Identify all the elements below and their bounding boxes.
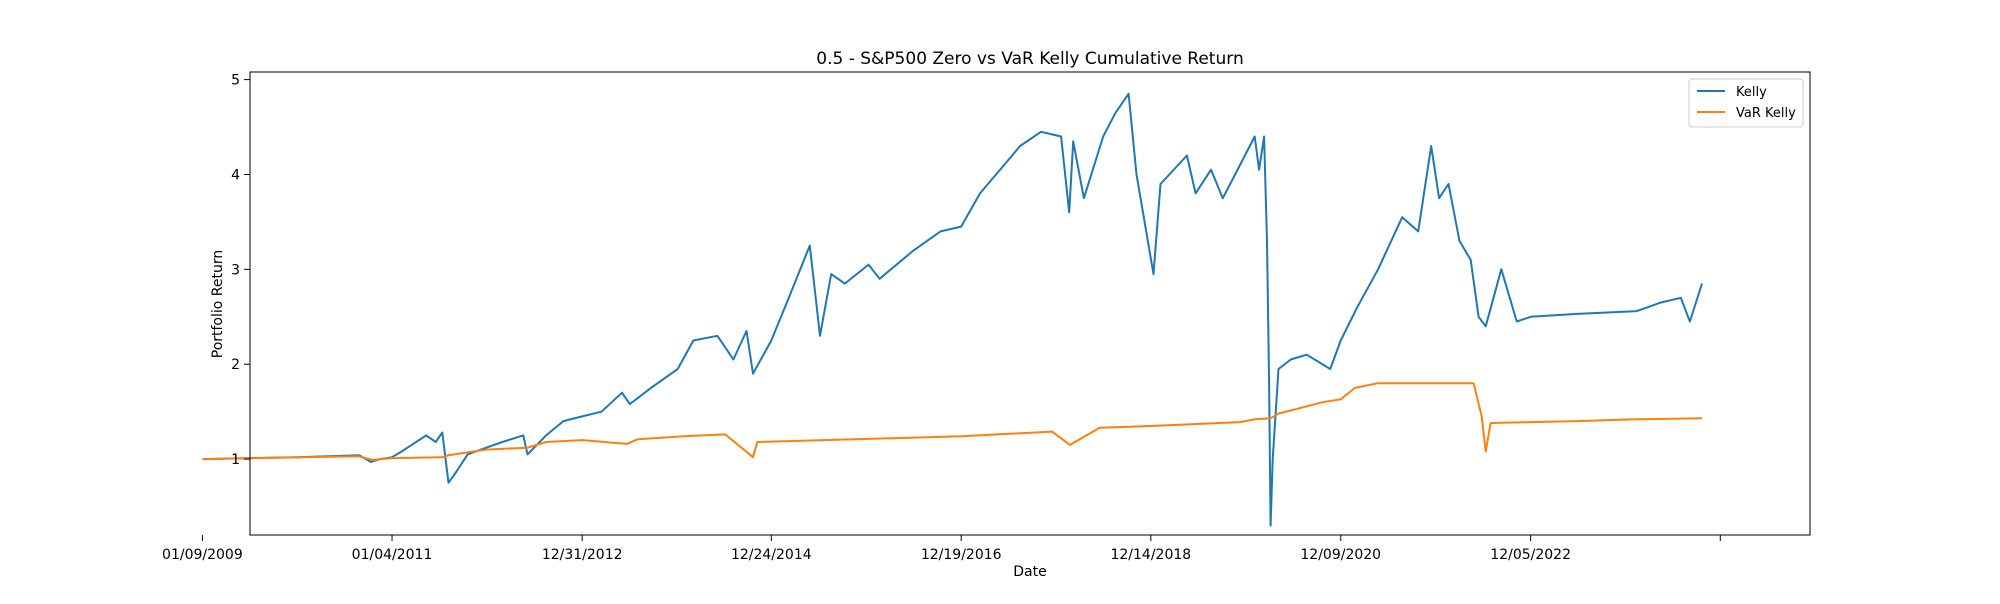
series-line-kelly xyxy=(202,92,1703,527)
legend-label-kelly: Kelly xyxy=(1736,85,1767,100)
plot-lines xyxy=(202,92,1703,527)
x-tick-label: 12/09/2020 xyxy=(1300,547,1381,563)
y-tick-label: 1 xyxy=(231,452,240,468)
series-line-var-kelly xyxy=(202,382,1703,461)
legend-label-var-kelly: VaR Kelly xyxy=(1736,106,1796,121)
y-axis-ticks: 1 2 3 4 5 xyxy=(231,73,250,468)
y-tick-label: 5 xyxy=(231,73,240,89)
x-tick-label: 12/05/2022 xyxy=(1490,547,1571,563)
x-tick-label: 12/19/2016 xyxy=(921,547,1002,563)
x-axis-label: Date xyxy=(1013,564,1046,580)
x-tick-label: 12/31/2012 xyxy=(542,547,623,563)
y-tick-label: 4 xyxy=(231,167,240,183)
y-tick-label: 2 xyxy=(231,357,240,373)
plot-frame xyxy=(249,71,1811,536)
y-tick-label: 3 xyxy=(231,262,240,278)
x-tick-label: 01/04/2011 xyxy=(352,547,433,563)
x-tick-label: 01/09/2009 xyxy=(162,547,243,563)
x-tick-label: 12/14/2018 xyxy=(1110,547,1191,563)
legend: Kelly VaR Kelly xyxy=(1688,78,1804,128)
x-tick-label: 12/24/2014 xyxy=(731,547,812,563)
x-axis-ticks: 01/09/2009 01/04/2011 12/31/2012 12/24/2014… xyxy=(162,535,1721,563)
y-axis-label: Portfolio Return xyxy=(210,250,226,359)
chart-title: 0.5 - S&P500 Zero vs VaR Kelly Cumulativ… xyxy=(816,49,1243,69)
